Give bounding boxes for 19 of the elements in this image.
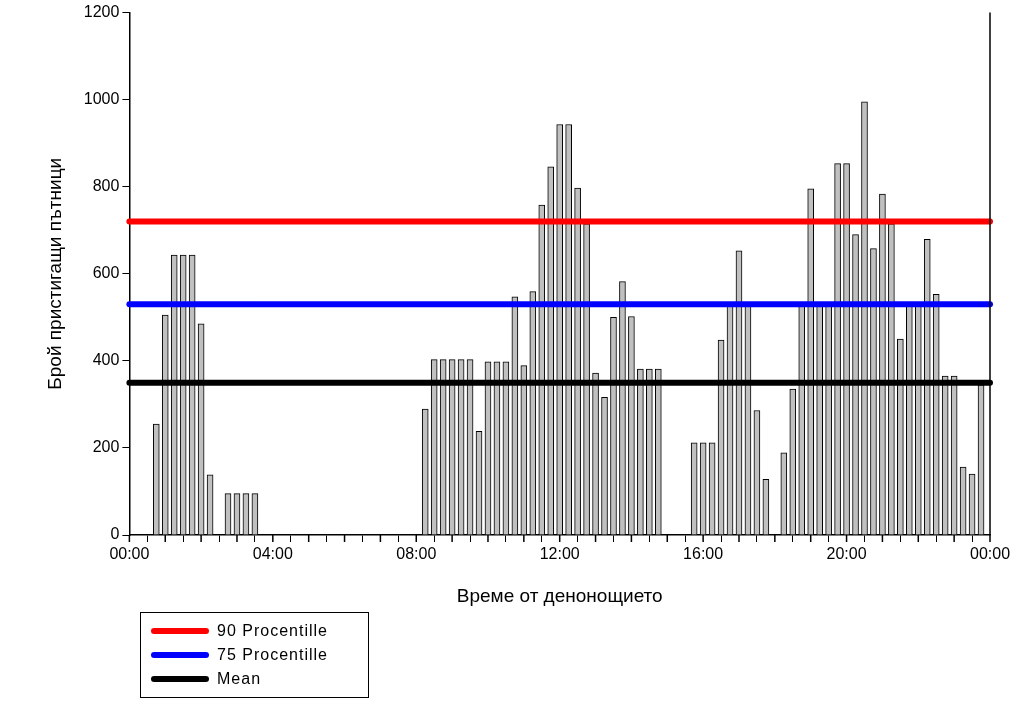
y-tick-label: 200	[92, 438, 120, 456]
legend-label: 75 Procentille	[217, 646, 328, 664]
x-tick-label: 16:00	[683, 545, 724, 563]
y-tick-label: 800	[92, 177, 120, 195]
x-axis-title: Време от денонощието	[456, 584, 663, 606]
x-tick-label: 00:00	[109, 545, 150, 563]
x-tick-label: 00:00	[969, 545, 1011, 563]
x-tick-label: 20:00	[826, 545, 867, 563]
y-axis-title: Брой пристигащи пътници	[43, 157, 65, 390]
legend-label: 90 Procentille	[217, 622, 328, 640]
y-tick-label: 0	[110, 525, 120, 543]
x-tick-label: 08:00	[396, 545, 437, 563]
y-tick-label: 1000	[83, 90, 120, 108]
y-tick-label: 600	[92, 264, 120, 282]
y-tick-label: 400	[92, 351, 120, 369]
x-tick-label: 04:00	[252, 545, 293, 563]
legend-label: Mean	[217, 670, 262, 688]
x-tick-label: 12:00	[539, 545, 580, 563]
y-tick-label: 1200	[83, 3, 120, 21]
